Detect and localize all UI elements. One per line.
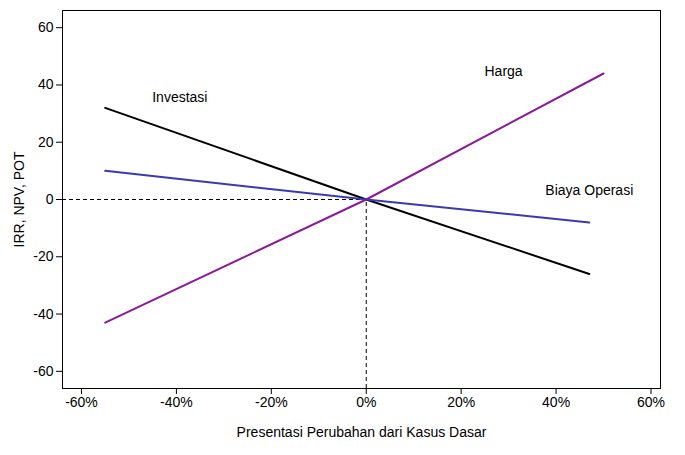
svg-text:Investasi: Investasi <box>152 89 207 105</box>
svg-text:20: 20 <box>38 134 54 150</box>
svg-text:-20%: -20% <box>255 394 288 410</box>
svg-text:-20: -20 <box>33 248 53 264</box>
svg-text:0: 0 <box>46 191 54 207</box>
svg-text:-40%: -40% <box>160 394 193 410</box>
svg-text:-40: -40 <box>33 306 53 322</box>
svg-text:60%: 60% <box>637 394 665 410</box>
svg-text:-60%: -60% <box>65 394 98 410</box>
svg-text:-60: -60 <box>33 363 53 379</box>
svg-text:20%: 20% <box>447 394 475 410</box>
svg-text:Harga: Harga <box>484 63 522 79</box>
svg-text:60: 60 <box>38 19 54 35</box>
svg-text:40: 40 <box>38 76 54 92</box>
svg-text:40%: 40% <box>542 394 570 410</box>
svg-text:IRR, NPV, POT: IRR, NPV, POT <box>11 151 27 247</box>
svg-text:Presentasi Perubahan dari Kasu: Presentasi Perubahan dari Kasus Dasar <box>237 424 487 440</box>
svg-text:Biaya Operasi: Biaya Operasi <box>545 182 633 198</box>
svg-text:0%: 0% <box>356 394 376 410</box>
